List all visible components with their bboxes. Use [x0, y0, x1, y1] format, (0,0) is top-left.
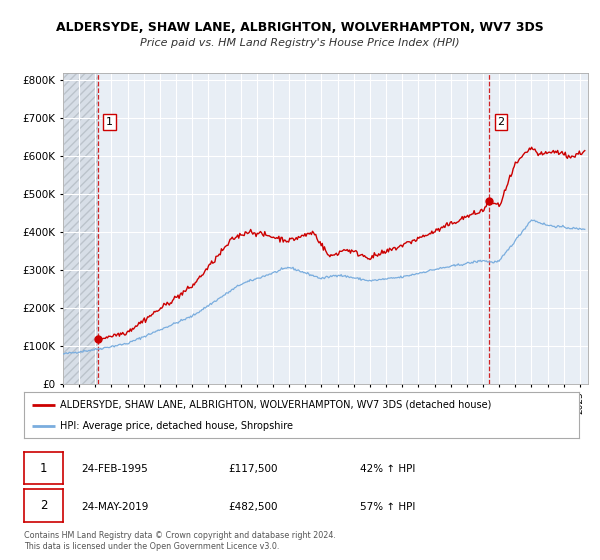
Text: £117,500: £117,500	[228, 464, 277, 474]
Text: This data is licensed under the Open Government Licence v3.0.: This data is licensed under the Open Gov…	[24, 542, 280, 551]
Text: 42% ↑ HPI: 42% ↑ HPI	[360, 464, 415, 474]
Text: 1: 1	[40, 461, 47, 475]
Text: 24-FEB-1995: 24-FEB-1995	[81, 464, 148, 474]
Text: HPI: Average price, detached house, Shropshire: HPI: Average price, detached house, Shro…	[60, 422, 293, 431]
Text: 2: 2	[40, 499, 47, 512]
Text: £482,500: £482,500	[228, 502, 277, 512]
Text: 24-MAY-2019: 24-MAY-2019	[81, 502, 148, 512]
Text: Contains HM Land Registry data © Crown copyright and database right 2024.: Contains HM Land Registry data © Crown c…	[24, 531, 336, 540]
Text: 57% ↑ HPI: 57% ↑ HPI	[360, 502, 415, 512]
Text: ALDERSYDE, SHAW LANE, ALBRIGHTON, WOLVERHAMPTON, WV7 3DS: ALDERSYDE, SHAW LANE, ALBRIGHTON, WOLVER…	[56, 21, 544, 34]
Text: 1: 1	[106, 117, 113, 127]
Text: ALDERSYDE, SHAW LANE, ALBRIGHTON, WOLVERHAMPTON, WV7 3DS (detached house): ALDERSYDE, SHAW LANE, ALBRIGHTON, WOLVER…	[60, 400, 491, 410]
Text: 2: 2	[497, 117, 505, 127]
Text: Price paid vs. HM Land Registry's House Price Index (HPI): Price paid vs. HM Land Registry's House …	[140, 38, 460, 48]
Bar	[63, 73, 98, 384]
